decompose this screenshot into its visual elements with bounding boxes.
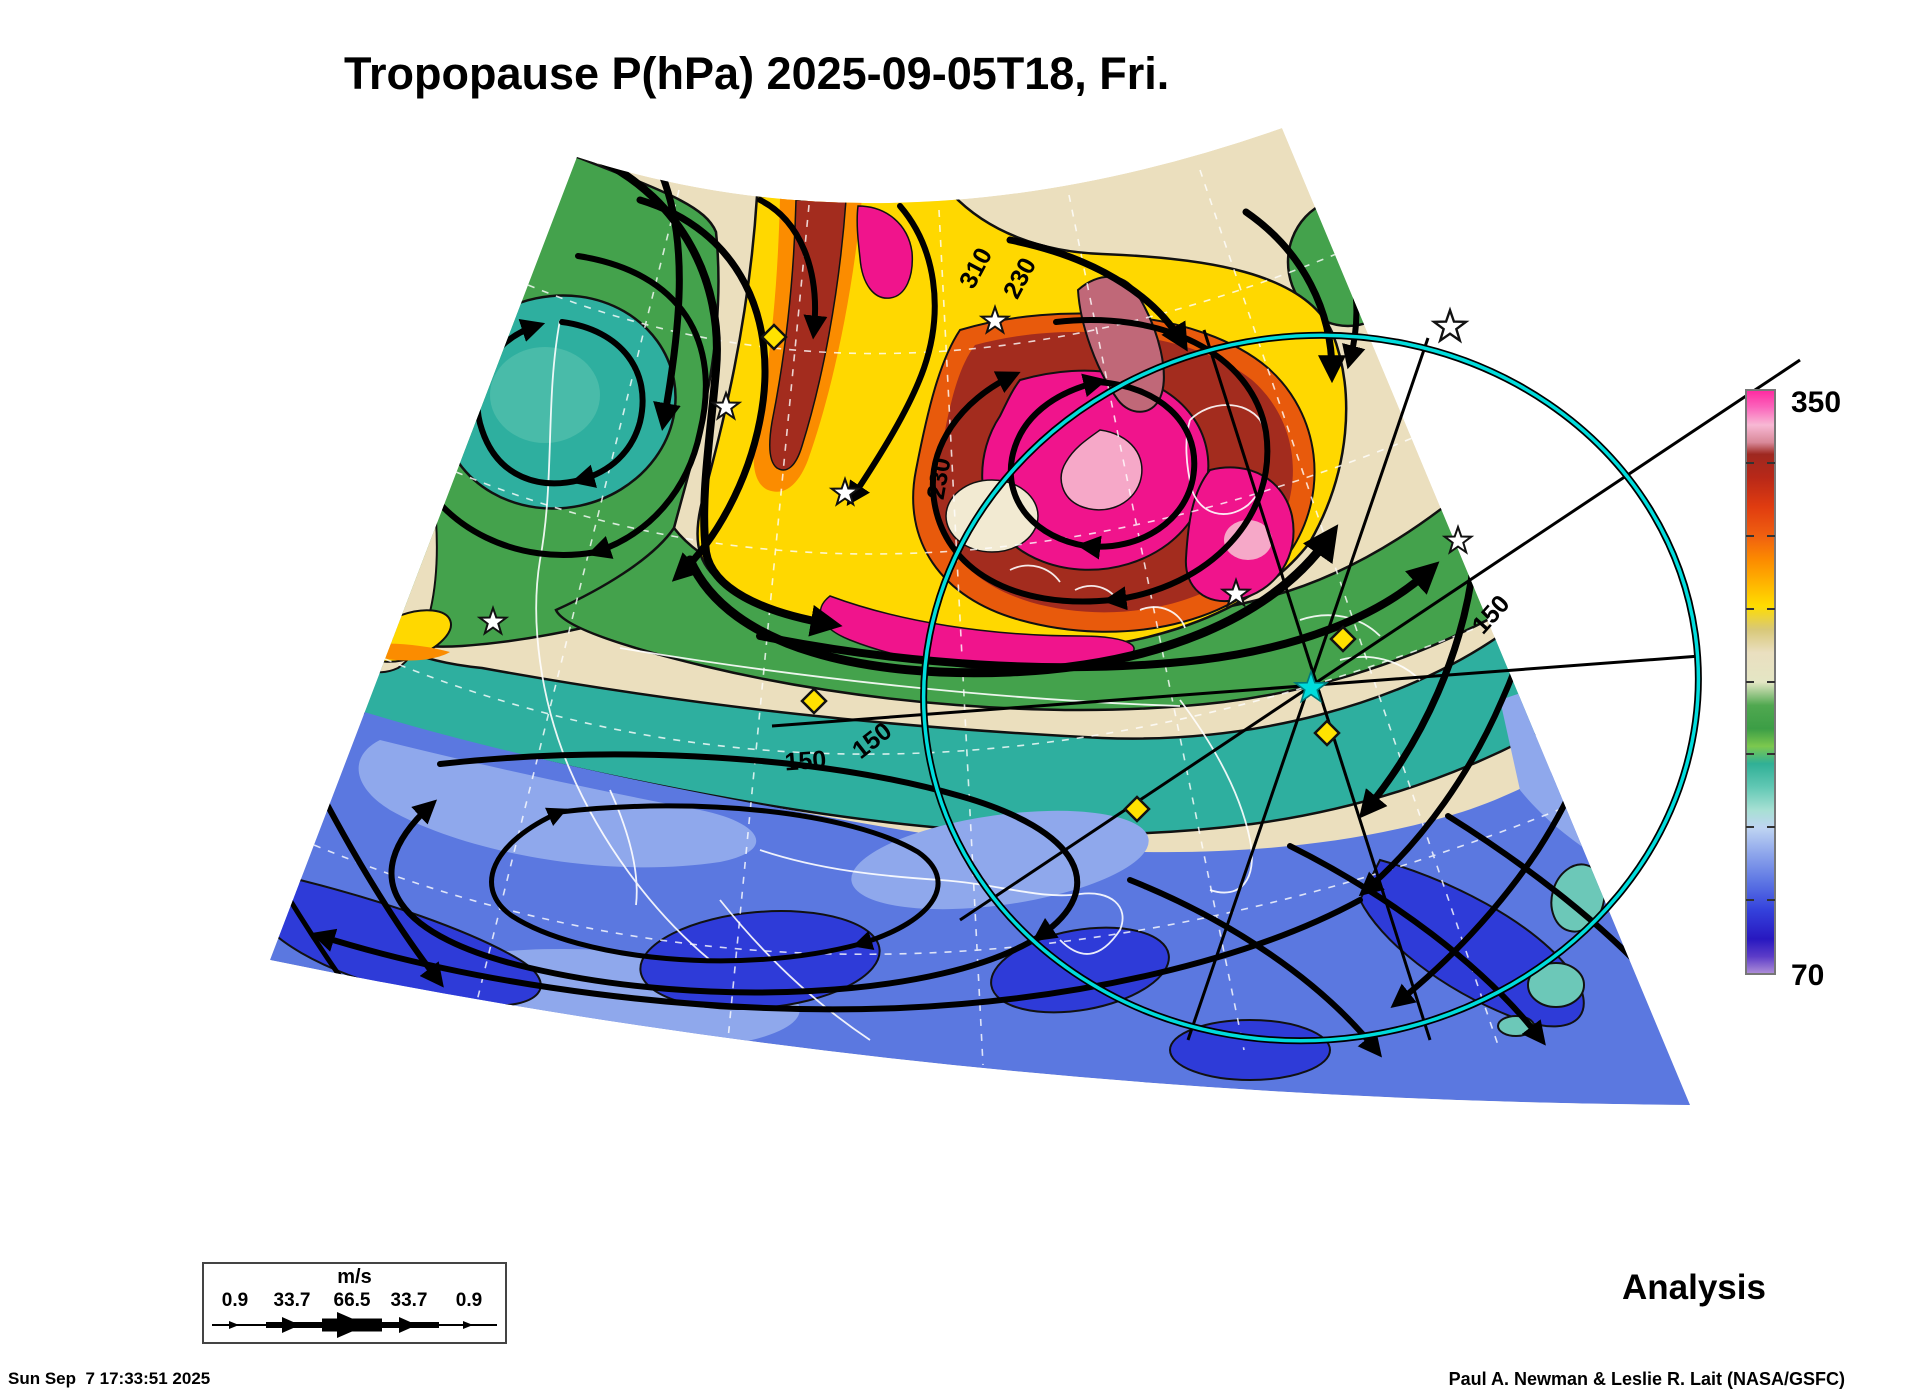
wind-legend-unit: m/s	[337, 1266, 372, 1288]
site-star-marker	[1432, 309, 1468, 342]
wind-legend-value: 33.7	[390, 1290, 428, 1311]
contour-label: 150	[784, 746, 828, 777]
colorbar-min-label: 70	[1791, 959, 1824, 992]
wind-speed-legend: m/s 0.9 33.7 66.5 33.7 0.9	[202, 1262, 507, 1344]
credit-line: Paul A. Newman & Leslie R. Lait (NASA/GS…	[1448, 1369, 1845, 1389]
range-ring	[920, 331, 1702, 1045]
wind-legend-value: 66.5	[333, 1290, 371, 1311]
vortex-teal-inner	[490, 347, 600, 443]
wind-arrowheads	[229, 1312, 473, 1338]
colorbar: 350 70	[1745, 386, 1841, 992]
page-title: Tropopause P(hPa) 2025-09-05T18, Fri.	[344, 48, 1170, 99]
map-fan	[270, 128, 1690, 1105]
wind-legend-value: 0.9	[455, 1290, 483, 1311]
tongue-magenta-sliver	[856, 205, 914, 299]
colorbar-max-label: 350	[1791, 386, 1841, 419]
analysis-label: Analysis	[1622, 1268, 1766, 1307]
contour-labels: 310 230 230 150 150 150	[784, 243, 1516, 776]
wind-legend-value: 33.7	[273, 1290, 311, 1311]
coastlines	[535, 319, 1421, 1041]
wind-arrow-scale	[212, 1312, 497, 1338]
wind-legend-value: 0.9	[221, 1290, 249, 1311]
core-pink-east	[1224, 520, 1272, 560]
creation-timestamp: Sun Sep 7 17:33:51 2025	[8, 1369, 211, 1388]
colorbar-ticks	[1746, 462, 1775, 901]
teal-islands-southeast	[1497, 863, 1606, 1037]
graticule	[313, 169, 1601, 1066]
